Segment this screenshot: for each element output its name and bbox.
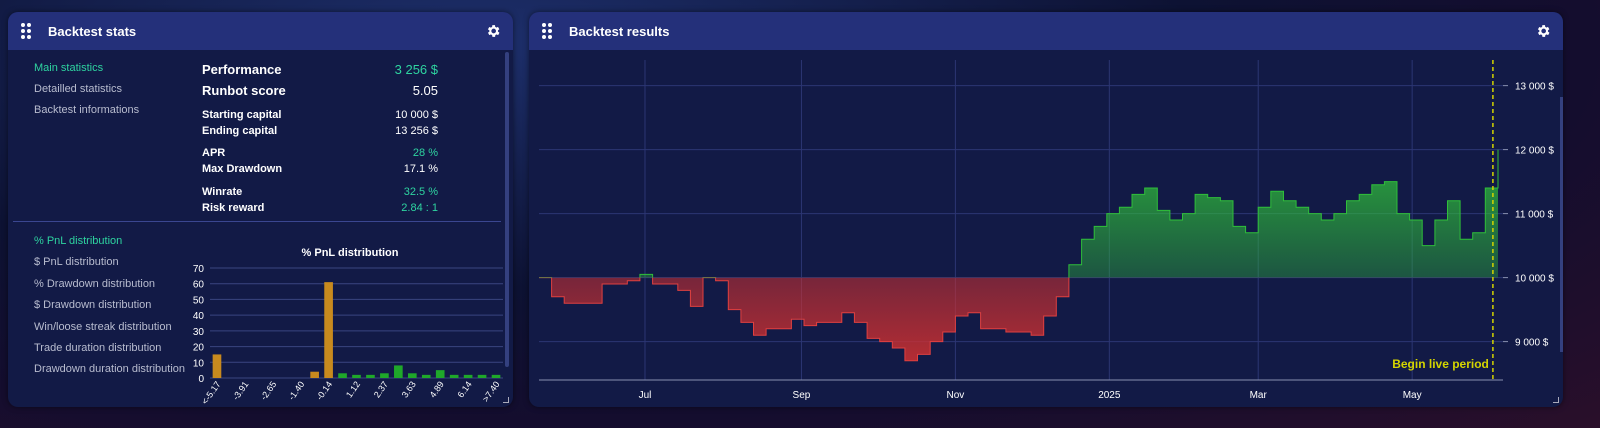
- ending-capital-label: Ending capital: [202, 125, 278, 137]
- distribution-bar: [407, 373, 417, 378]
- apr-label: APR: [202, 147, 226, 159]
- x-axis-label: Mar: [1250, 390, 1268, 401]
- y-tick-label: 50: [193, 295, 205, 306]
- results-resize-handle[interactable]: [1553, 397, 1559, 403]
- distribution-bar: [352, 374, 361, 378]
- pnl-distribution-chart: % PnL distribution010203040506070<-5.17-…: [193, 247, 503, 406]
- x-tick-label: -0.14: [314, 379, 334, 402]
- equity-area-loss: [551, 277, 1069, 361]
- backtest-stats-panel: Backtest stats Main statistics Detailled…: [8, 12, 513, 407]
- equity-area-gain: [539, 149, 1498, 278]
- stats-panel-header: Backtest stats: [8, 12, 513, 50]
- x-axis-label: Nov: [946, 390, 964, 401]
- live-period-label: Begin live period: [1392, 357, 1489, 371]
- stats-scrollbar[interactable]: [505, 52, 509, 367]
- nav-pct-drawdown-distribution[interactable]: % Drawdown distribution: [34, 278, 156, 290]
- settings-gear-icon[interactable]: [1535, 23, 1551, 39]
- x-tick-label: 2.37: [372, 379, 390, 399]
- x-tick-label: 3.63: [400, 379, 418, 399]
- distribution-bar: [477, 374, 487, 378]
- x-tick-label: 6.14: [456, 379, 474, 399]
- max-drawdown-value: 17.1 %: [403, 163, 438, 175]
- results-scrollbar[interactable]: [1560, 97, 1563, 352]
- x-axis-label: Jul: [639, 390, 652, 401]
- distribution-bar: [380, 373, 389, 378]
- ending-capital-value: 13 256 $: [395, 125, 438, 137]
- y-tick-label: 30: [193, 327, 205, 338]
- apr-value: 28 %: [412, 147, 438, 159]
- equity-line-loss: [539, 277, 1070, 362]
- y-axis-label: 10 000 $: [1515, 274, 1554, 285]
- runbot-score-label: Runbot score: [202, 83, 286, 98]
- winrate-value: 32.5 %: [403, 186, 438, 198]
- distribution-bar: [324, 282, 333, 378]
- x-tick-label: -2.65: [258, 379, 278, 402]
- distribution-bar: [310, 371, 319, 378]
- distribution-bar: [463, 374, 473, 378]
- x-axis-label: May: [1403, 390, 1422, 401]
- nav-usd-drawdown-distribution[interactable]: $ Drawdown distribution: [34, 299, 152, 311]
- performance-label: Performance: [202, 62, 282, 77]
- x-tick-label: -1.40: [286, 379, 306, 402]
- distribution-bar: [338, 373, 347, 378]
- x-axis-label: 2025: [1098, 390, 1121, 401]
- distribution-bar: [366, 374, 375, 378]
- starting-capital-value: 10 000 $: [395, 109, 438, 121]
- settings-gear-icon[interactable]: [485, 23, 501, 39]
- y-tick-label: 70: [193, 264, 205, 275]
- equity-curve-chart: Jul Sep Nov 2025 Mar May 9 000 $ 10 000 $ 11 000…: [539, 60, 1554, 401]
- y-tick-label: 0: [198, 374, 204, 385]
- nav-backtest-informations[interactable]: Backtest informations: [34, 104, 140, 116]
- y-tick-label: 40: [193, 311, 205, 322]
- results-panel-header: Backtest results: [529, 12, 1563, 50]
- y-axis-label: 11 000 $: [1515, 210, 1554, 221]
- distribution-bar: [394, 365, 403, 378]
- max-drawdown-label: Max Drawdown: [202, 163, 283, 175]
- runbot-score-value: 5.05: [412, 83, 438, 98]
- distribution-bar: [421, 374, 431, 378]
- x-tick-label: 1.12: [344, 379, 362, 399]
- y-axis-label: 13 000 $: [1515, 82, 1554, 93]
- drag-handle-icon[interactable]: [541, 23, 555, 39]
- nav-usd-pnl-distribution[interactable]: $ PnL distribution: [34, 256, 119, 268]
- y-axis-label: 12 000 $: [1515, 146, 1554, 157]
- x-axis-label: Sep: [793, 390, 811, 401]
- nav-detailled-statistics[interactable]: Detailled statistics: [34, 83, 123, 95]
- y-tick-label: 20: [193, 343, 205, 354]
- x-tick-label: 4.89: [428, 379, 446, 399]
- stats-panel-title: Backtest stats: [48, 23, 137, 39]
- x-tick-label: -3.91: [231, 379, 251, 402]
- nav-drawdown-duration-distribution[interactable]: Drawdown duration distribution: [34, 363, 186, 375]
- nav-main-statistics[interactable]: Main statistics: [34, 62, 104, 74]
- section-divider: [13, 221, 501, 222]
- nav-pct-pnl-distribution[interactable]: % PnL distribution: [34, 235, 123, 247]
- backtest-results-panel: Backtest results Jul Sep Nov 2025 Mar May 9 00…: [529, 12, 1563, 407]
- results-panel-title: Backtest results: [569, 23, 670, 39]
- stats-resize-handle[interactable]: [503, 397, 509, 403]
- distribution-bar: [212, 354, 222, 378]
- risk-reward-label: Risk reward: [202, 202, 265, 214]
- y-tick-label: 60: [193, 280, 205, 291]
- nav-trade-duration-distribution[interactable]: Trade duration distribution: [34, 342, 162, 354]
- winrate-label: Winrate: [202, 186, 243, 198]
- distribution-bar: [435, 370, 445, 378]
- performance-value: 3 256 $: [394, 62, 438, 77]
- distribution-bar: [449, 374, 459, 378]
- nav-win-loose-streak-distribution[interactable]: Win/loose streak distribution: [34, 321, 172, 333]
- x-tick-label: >7.40: [480, 379, 501, 403]
- distribution-bar: [491, 374, 501, 378]
- y-axis-label: 9 000 $: [1515, 338, 1549, 349]
- equity-line-gain: [539, 149, 1499, 278]
- starting-capital-label: Starting capital: [202, 109, 282, 121]
- chart-title: % PnL distribution: [302, 247, 399, 259]
- risk-reward-value: 2.84 : 1: [401, 202, 438, 214]
- drag-handle-icon[interactable]: [20, 23, 34, 39]
- y-tick-label: 10: [193, 358, 205, 369]
